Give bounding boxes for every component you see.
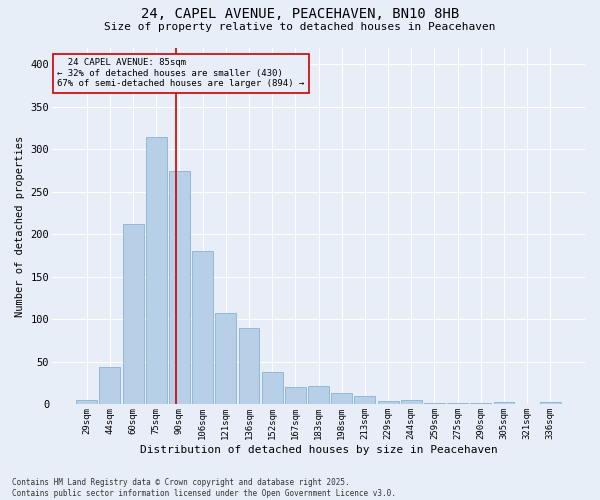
Bar <box>331 394 352 404</box>
Bar <box>169 170 190 404</box>
Bar <box>447 402 468 404</box>
Bar <box>76 400 97 404</box>
Bar <box>401 400 422 404</box>
Bar <box>192 252 213 404</box>
Text: 24, CAPEL AVENUE, PEACEHAVEN, BN10 8HB: 24, CAPEL AVENUE, PEACEHAVEN, BN10 8HB <box>141 8 459 22</box>
Bar <box>494 402 514 404</box>
Text: 24 CAPEL AVENUE: 85sqm  
← 32% of detached houses are smaller (430)
67% of semi-: 24 CAPEL AVENUE: 85sqm ← 32% of detached… <box>58 58 305 88</box>
Bar <box>540 402 561 404</box>
Bar <box>100 367 121 405</box>
Text: Size of property relative to detached houses in Peacehaven: Size of property relative to detached ho… <box>104 22 496 32</box>
Bar <box>285 388 306 404</box>
Bar <box>470 402 491 404</box>
Y-axis label: Number of detached properties: Number of detached properties <box>15 136 25 316</box>
Bar <box>122 224 143 404</box>
Bar <box>215 312 236 404</box>
Bar <box>424 402 445 404</box>
X-axis label: Distribution of detached houses by size in Peacehaven: Distribution of detached houses by size … <box>140 445 497 455</box>
Text: Contains HM Land Registry data © Crown copyright and database right 2025.
Contai: Contains HM Land Registry data © Crown c… <box>12 478 396 498</box>
Bar <box>377 401 398 404</box>
Bar <box>146 136 167 404</box>
Bar <box>308 386 329 404</box>
Bar <box>239 328 259 404</box>
Bar <box>262 372 283 404</box>
Bar <box>355 396 376 404</box>
